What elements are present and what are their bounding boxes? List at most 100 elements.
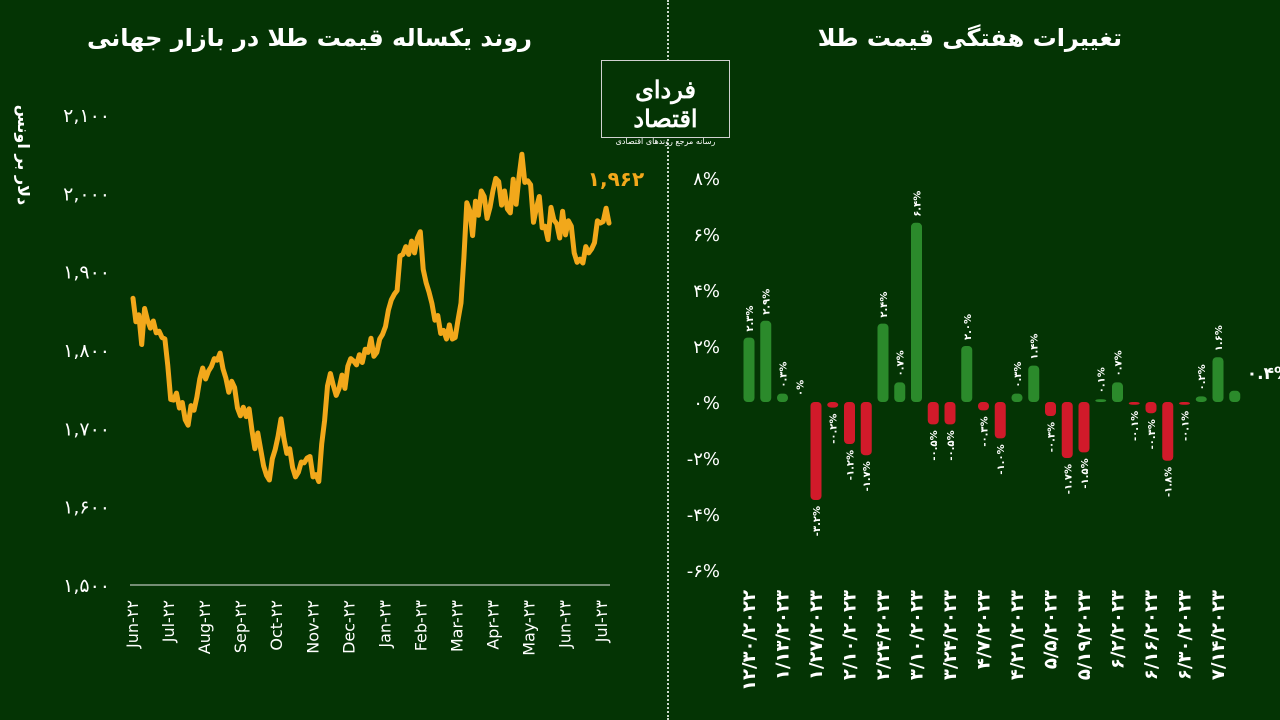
data-label: -۱.۰%: [996, 444, 1007, 474]
bar: [1145, 402, 1157, 414]
bar: [760, 320, 772, 402]
data-label: ۲.۳%: [745, 306, 756, 332]
bar: [994, 402, 1006, 439]
x-tick-label: Jul-۲۲: [159, 600, 178, 643]
bar: [1128, 402, 1140, 405]
bar: [1112, 382, 1123, 402]
data-label: ۰.۲%: [1197, 364, 1208, 390]
bar: [827, 402, 839, 408]
data-label: -۰.۱%: [1130, 411, 1141, 441]
right-chart-title: تغییرات هفتگی قیمت طلا: [817, 24, 1122, 52]
data-label: ۰.۷%: [1114, 350, 1125, 376]
bar: [1028, 365, 1040, 402]
data-label: ۰.۴%: [1247, 364, 1280, 384]
x-tick-label: ۲/۲۴/۲۰۲۳: [873, 590, 894, 680]
data-label: -۰.۳%: [1147, 419, 1158, 449]
x-tick-label: ۷/۱۴/۲۰۲۳: [1208, 590, 1229, 680]
x-tick-label: Jun-۲۲: [123, 600, 142, 649]
bar: [927, 402, 939, 425]
x-tick-label: ۴/۲۱/۲۰۲۳: [1007, 590, 1028, 680]
data-label: ۱.۴%: [1030, 334, 1041, 360]
x-tick-label: May-۲۳: [520, 600, 539, 656]
bar: [743, 337, 755, 402]
weekly-change-bar-chart: ۸% ۶% ۴% ۲% ۰% -۲% -۴% -۶% ۲.۳% ۲.۹% ۰.۳% ۰% -۳.۲% -۰…: [687, 169, 1280, 691]
data-label: -۱.۵%: [1080, 458, 1091, 488]
bar: [860, 402, 872, 456]
x-tick-label: ۶/۳۰/۲۰۲۳: [1175, 590, 1196, 680]
x-tick-label: ۱۲/۳۰/۲۰۲۲: [739, 590, 760, 691]
bar: [1045, 402, 1056, 416]
data-label: ۲.۴%: [879, 292, 890, 318]
x-tick-label: Jan-۲۳: [375, 600, 394, 649]
y-tick-label: ۱,۹۰۰: [63, 262, 110, 284]
y-tick-label: ۲,۱۰۰: [63, 105, 110, 127]
x-tick-label: ۳/۱۰/۲۰۲۳: [907, 590, 928, 680]
data-label: ۰%: [795, 380, 806, 396]
bar: [911, 222, 922, 402]
x-tick-label: Feb-۲۳: [411, 600, 430, 652]
x-tick-label: Jun-۲۳: [556, 600, 575, 649]
data-label: -۰.۵%: [929, 430, 940, 460]
bar: [1212, 357, 1224, 402]
logo-tagline: رسانه مرجع روندهای اقتصادی: [615, 137, 716, 146]
last-value-label: ۱,۹۶۲: [588, 167, 644, 191]
data-label: -۰.۳%: [1047, 422, 1058, 452]
x-tick-label: ۱/۲۷/۲۰۲۳: [806, 590, 827, 680]
bar: [1229, 390, 1241, 402]
y-tick-label: -۴%: [687, 505, 720, 526]
x-tick-label: ۶/۲/۲۰۲۳: [1108, 590, 1129, 669]
bar: [777, 393, 788, 402]
bar: [1078, 402, 1090, 453]
bar: [1162, 402, 1174, 461]
data-label: -۱.۷%: [862, 461, 873, 491]
bar: [894, 382, 906, 402]
y-tick-label: ۱,۸۰۰: [63, 340, 110, 362]
bar: [844, 402, 855, 444]
x-tick-label: Dec-۲۲: [339, 600, 358, 654]
y-tick-label: ۸%: [693, 169, 720, 190]
bar: [961, 346, 973, 402]
y-tick-label: ۱,۷۰۰: [63, 418, 110, 440]
y-tick-label: ۱,۵۰۰: [63, 575, 110, 597]
data-label: -۰.۳%: [980, 416, 991, 446]
bar: [877, 323, 889, 402]
logo: فردای اقتصاد رسانه مرجع روندهای اقتصادی: [601, 60, 730, 146]
x-tick-label: ۵/۵/۲۰۲۳: [1041, 590, 1062, 669]
bar: [944, 402, 956, 425]
data-label: -۳.۲%: [812, 506, 823, 536]
x-tick-label: ۶/۱۶/۲۰۲۳: [1141, 590, 1162, 680]
data-label: ۰.۳%: [1013, 362, 1024, 388]
x-tick-label: Sep-۲۲: [231, 600, 250, 653]
y-tick-label: ۱,۶۰۰: [63, 497, 110, 519]
data-label: -۱.۸%: [1164, 467, 1175, 497]
x-tick-label: ۳/۲۴/۲۰۲۳: [940, 590, 961, 680]
panel-divider: [667, 0, 669, 720]
data-label: -۱.۷%: [1063, 464, 1074, 494]
x-tick-label: Jul-۲۳: [592, 600, 611, 644]
x-tick-label: Oct-۲۲: [267, 600, 286, 651]
bar: [1061, 402, 1073, 458]
y-tick-label: ۲,۰۰۰: [63, 183, 110, 205]
bar: [1095, 399, 1107, 402]
bar: [1195, 396, 1207, 402]
x-tick-label: ۲/۱۰/۲۰۲۳: [840, 590, 861, 680]
x-tick-label: Nov-۲۲: [303, 600, 322, 654]
bar: [978, 402, 989, 411]
bar: [1179, 402, 1190, 405]
x-tick-label: ۴/۷/۲۰۲۳: [974, 590, 995, 669]
data-label: ۲.۹%: [762, 289, 773, 315]
data-label: ۶.۴%: [913, 191, 924, 217]
data-label: ۱.۶%: [1214, 325, 1225, 351]
y-tick-label: ۴%: [693, 281, 720, 302]
data-label: ۰.۳%: [779, 362, 790, 388]
data-label: ۰.۱%: [1097, 367, 1108, 393]
bar: [810, 402, 822, 500]
data-label: -۰.۱%: [1181, 411, 1192, 441]
y-tick-label: -۲%: [687, 449, 720, 470]
x-tick-label: Mar-۲۳: [448, 600, 467, 653]
x-tick-label: ۵/۱۹/۲۰۲۳: [1074, 590, 1095, 680]
data-label: -۰.۵%: [946, 430, 957, 460]
data-label: -۱.۲%: [846, 450, 857, 480]
y-tick-label: ۶%: [693, 225, 720, 246]
